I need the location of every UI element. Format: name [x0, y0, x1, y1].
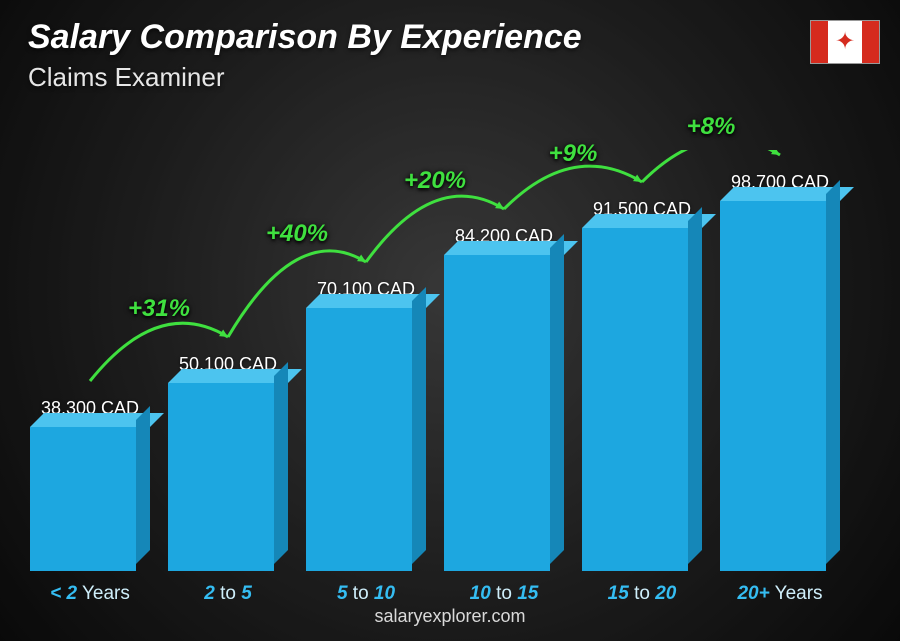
- bar-1: 50,100 CAD2 to 5: [168, 354, 288, 571]
- delta-pct-badge: +31%: [128, 295, 190, 323]
- bar-chart: 38,300 CAD< 2 Years50,100 CAD2 to 570,10…: [30, 150, 840, 571]
- bar-0: 38,300 CAD< 2 Years: [30, 398, 150, 571]
- canada-flag-icon: ✦: [810, 20, 880, 64]
- bar-3d: [582, 228, 702, 571]
- maple-leaf-icon: ✦: [835, 30, 855, 54]
- bar-side-face: [826, 180, 840, 564]
- bar-front-face: [444, 255, 550, 571]
- bar-front-face: [720, 201, 826, 571]
- x-axis-label: 20+ Years: [696, 583, 864, 605]
- bars-container: 38,300 CAD< 2 Years50,100 CAD2 to 570,10…: [30, 150, 840, 571]
- bar-3d: [30, 427, 150, 571]
- footer-attribution: salaryexplorer.com: [0, 606, 900, 627]
- bar-side-face: [550, 234, 564, 564]
- delta-pct-badge: +20%: [404, 167, 466, 195]
- bar-side-face: [688, 207, 702, 564]
- infographic-stage: Salary Comparison By Experience Claims E…: [0, 0, 900, 641]
- delta-pct-badge: +9%: [549, 140, 598, 168]
- chart-title: Salary Comparison By Experience: [28, 18, 582, 57]
- delta-pct-badge: +8%: [687, 113, 736, 141]
- chart-subtitle: Claims Examiner: [28, 62, 225, 93]
- delta-pct-badge: +40%: [266, 220, 328, 248]
- bar-4: 91,500 CAD15 to 20: [582, 199, 702, 571]
- bar-front-face: [582, 228, 688, 571]
- flag-mid: ✦: [828, 21, 862, 63]
- bar-3: 84,200 CAD10 to 15: [444, 226, 564, 571]
- bar-5: 98,700 CAD20+ Years: [720, 172, 840, 571]
- bar-side-face: [412, 287, 426, 564]
- bar-3d: [168, 383, 288, 571]
- bar-front-face: [30, 427, 136, 571]
- bar-side-face: [136, 406, 150, 564]
- bar-3d: [720, 201, 840, 571]
- bar-3d: [444, 255, 564, 571]
- bar-front-face: [306, 308, 412, 571]
- bar-front-face: [168, 383, 274, 571]
- bar-3d: [306, 308, 426, 571]
- flag-band-left: [811, 21, 828, 63]
- flag-band-right: [862, 21, 879, 63]
- bar-2: 70,100 CAD5 to 10: [306, 279, 426, 571]
- bar-side-face: [274, 362, 288, 564]
